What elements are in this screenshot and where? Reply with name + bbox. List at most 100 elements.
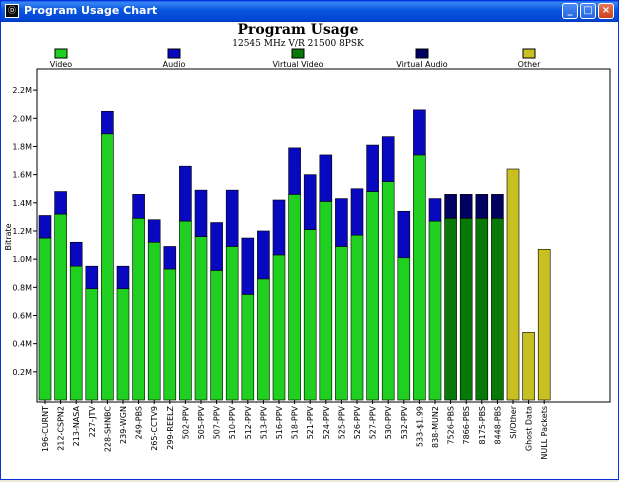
bar-audio-524-ppv (319, 154, 333, 202)
maximize-button[interactable]: □ (580, 3, 596, 19)
bitrate-chart: Program Usage 12545 MHz V/R 21500 8PSK V… (4, 22, 611, 460)
x-category-label: 265-CCTV9 (150, 406, 159, 451)
bar-audio-212-cspn2 (54, 191, 67, 215)
x-category-label: 507-PPV (213, 405, 222, 439)
x-category-label: 513-PPV (259, 405, 268, 439)
bar-audio-526-ppv (350, 188, 364, 236)
y-tick-label: 1.8M (12, 142, 32, 151)
bar-audio-530-ppv (381, 136, 395, 182)
bar-virtual-video-8448-pbs (491, 218, 504, 401)
y-tick-label: 2.2M (12, 86, 32, 95)
bar-video-521-ppv (303, 229, 317, 401)
chart-title: Program Usage (237, 22, 358, 38)
bar-audio-265-cctv9 (147, 219, 161, 243)
bar-audio-510-ppv (225, 189, 239, 247)
bar-video-510-ppv (225, 246, 239, 401)
app-icon[interactable]: Ⓓ (5, 4, 19, 18)
x-category-label: 228-SHNBC (103, 406, 112, 453)
bar-audio-518-ppv (288, 147, 301, 195)
legend-label-other: Other (518, 60, 541, 69)
x-category-label: 8175-PBS (478, 406, 487, 445)
bar-audio-213-nasa (69, 241, 83, 267)
legend-swatch-virtual-video (291, 48, 305, 59)
bar-audio-513-ppv (257, 230, 270, 280)
bar-virtual-video-7526-pbs (444, 218, 457, 401)
bar-series (38, 109, 551, 401)
close-button[interactable]: × (598, 3, 614, 19)
bar-video-512-ppv (241, 294, 255, 401)
bar-audio-525-ppv (335, 198, 348, 247)
y-tick-label: 2.0M (12, 114, 32, 123)
x-category-label: 213-NASA (72, 405, 81, 446)
bar-virtual-audio-8448-pbs (491, 194, 504, 219)
bar-audio-507-ppv (210, 222, 223, 271)
legend-swatch-audio (167, 48, 181, 59)
x-category-label: 227-JTV (88, 405, 97, 437)
bar-virtual-audio-7526-pbs (444, 194, 457, 219)
x-category-label: 502-PPV (181, 405, 190, 439)
x-category-label: 527-PPV (369, 405, 378, 439)
x-category-label: 7526-PBS (447, 406, 456, 445)
chart-subtitle: 12545 MHz V/R 21500 8PSK (232, 39, 364, 49)
legend-label-virtual-audio: Virtual Audio (396, 60, 448, 69)
bar-video-533-1-99 (413, 154, 426, 401)
bar-video-532-ppv (397, 257, 411, 401)
bar-audio-239-wgn (116, 265, 130, 290)
x-category-label: 249-PBS (135, 406, 144, 439)
bar-audio-838-mun2 (428, 198, 442, 222)
bar-video-525-ppv (335, 246, 348, 401)
chart-legend: Video Audio Virtual Video Virtual Audio Othe… (50, 48, 541, 69)
bar-audio-533-1-99 (413, 109, 426, 156)
bar-audio-227-jtv (85, 265, 99, 290)
x-category-label: 239-WGN (119, 406, 128, 444)
legend-swatch-other (522, 48, 536, 59)
bar-other-ghost-data (522, 332, 535, 401)
chart-area: Program Usage 12545 MHz V/R 21500 8PSK V… (2, 22, 617, 478)
legend-swatch-virtual-audio (415, 48, 429, 59)
bar-video-249-pbs (132, 218, 145, 401)
legend-label-audio: Audio (163, 60, 186, 69)
bar-video-212-cspn2 (54, 213, 67, 401)
x-category-label: 512-PPV (244, 405, 253, 439)
bar-video-239-wgn (116, 288, 130, 401)
bar-audio-299-reelz (163, 246, 177, 270)
y-axis-label: Bitrate (4, 223, 13, 250)
y-tick-label: 0.8M (12, 283, 32, 292)
bar-audio-196-curnt (38, 215, 52, 239)
y-tick-label: 1.6M (12, 171, 32, 180)
x-category-label: 510-PPV (228, 405, 237, 439)
bar-video-507-ppv (210, 270, 223, 401)
y-tick-label: 0.6M (12, 311, 32, 320)
bar-audio-521-ppv (303, 174, 317, 230)
bar-audio-505-ppv (194, 189, 208, 237)
bar-video-213-nasa (69, 265, 83, 401)
y-tick-label: 1.4M (12, 199, 32, 208)
x-category-label: 196-CURNT (41, 406, 50, 452)
x-category-label: 516-PPV (275, 405, 284, 439)
y-axis: 0.2M 0.4M 0.6M 0.8M 1.0M 1.2M 1.4M 1.6M 1.8M 2.0M… (12, 86, 37, 377)
minimize-button[interactable]: _ (562, 3, 578, 19)
bar-audio-512-ppv (241, 237, 255, 295)
bar-audio-527-ppv (366, 144, 379, 192)
x-category-label: 299-REELZ (166, 405, 175, 449)
bar-audio-249-pbs (132, 194, 145, 219)
y-tick-label: 1.0M (12, 255, 32, 264)
x-category-label: 524-PPV (322, 405, 331, 439)
x-category-label: 532-PPV (400, 405, 409, 439)
bar-virtual-audio-7866-pbs (459, 194, 473, 219)
bar-video-196-curnt (38, 237, 52, 401)
bar-video-526-ppv (350, 234, 364, 401)
y-tick-label: 0.2M (12, 368, 32, 377)
bar-virtual-video-8175-pbs (475, 218, 489, 401)
bar-video-502-ppv (179, 220, 192, 401)
x-category-label: 526-PPV (353, 405, 362, 439)
bar-video-505-ppv (194, 236, 208, 401)
bar-other-null-packets (537, 248, 551, 401)
bar-video-838-mun2 (428, 220, 442, 401)
bar-video-513-ppv (257, 278, 270, 401)
title-bar[interactable]: Ⓓ Program Usage Chart _ □ × (1, 1, 618, 22)
x-category-label: 525-PPV (337, 405, 346, 439)
bar-video-530-ppv (381, 181, 395, 401)
legend-label-video: Video (50, 60, 73, 69)
